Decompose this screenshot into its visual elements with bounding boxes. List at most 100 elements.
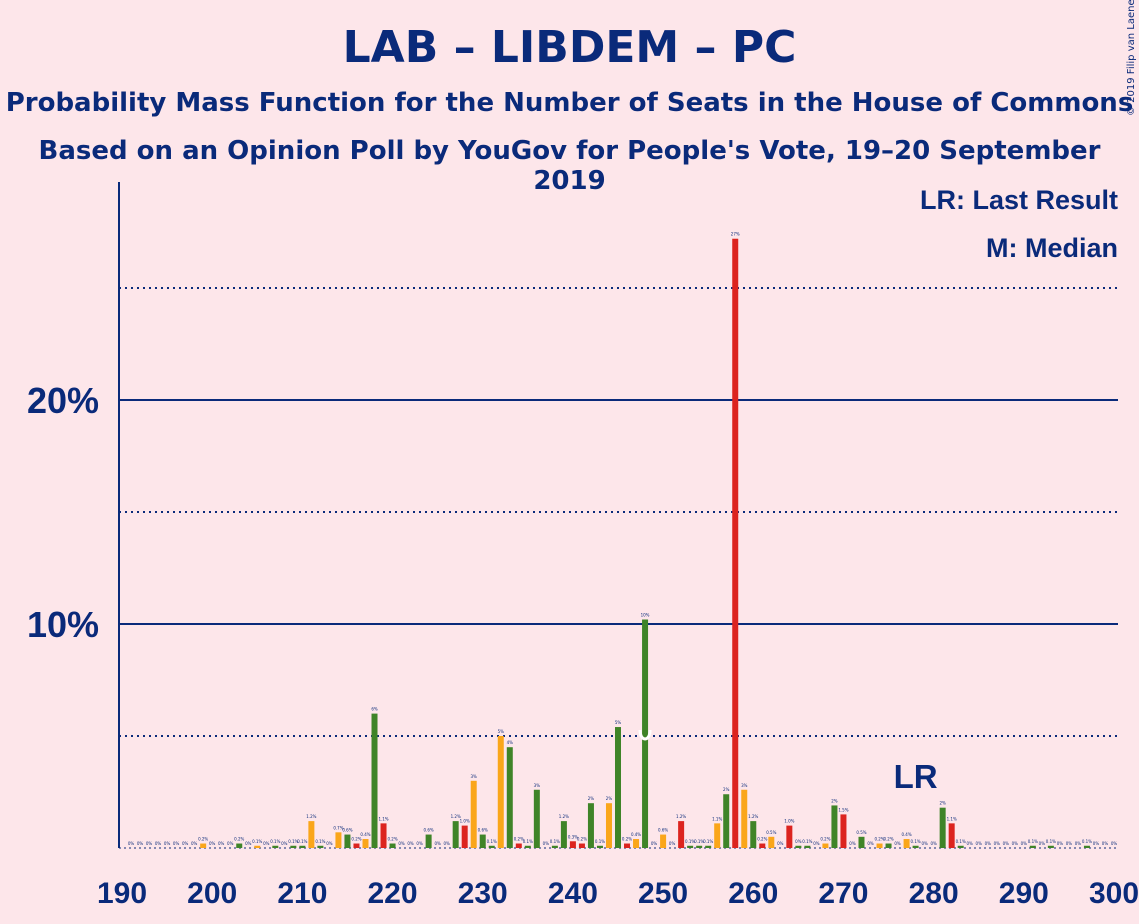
bar-label-seat-225: 0% (434, 841, 441, 846)
bar-label-seat-217: 0.4% (360, 832, 370, 837)
bar-label-seat-294: 0% (1057, 841, 1064, 846)
bar-seat-243 (596, 845, 603, 848)
bar-value-labels: 0% 0% 0% 0% 0% 0% 0% 0%0.2%0% 0% 0%0.2%0% 0.1% 0% 0.… (128, 232, 1118, 846)
bar-label-seat-292: 0% (1039, 841, 1046, 846)
bar-label-seat-246: 0.2% (622, 837, 632, 842)
bar-label-seat-254: 0.1% (694, 839, 704, 844)
bar-seat-257 (723, 794, 730, 848)
bar-seat-235 (524, 845, 531, 848)
bar-label-seat-263: 0% (777, 841, 784, 846)
bar-seat-264 (786, 825, 793, 848)
bar-label-seat-211: 1.2% (306, 814, 316, 819)
bar-seat-218 (371, 713, 378, 848)
bar-label-seat-202: 0% (227, 841, 234, 846)
legend-median: M: Median (986, 233, 1118, 263)
bar-label-seat-235: 0.1% (523, 839, 533, 844)
bar-seat-236 (533, 789, 540, 848)
bar-label-seat-194: 0% (155, 841, 162, 846)
bar-label-seat-272: 0.5% (856, 830, 866, 835)
bar-seat-281 (939, 807, 946, 848)
bar-seat-224 (425, 834, 432, 848)
x-tick-280: 280 (909, 877, 959, 910)
bar-label-seat-195: 0% (164, 841, 171, 846)
bar-label-seat-204: 0% (245, 841, 252, 846)
bar-seat-275 (885, 843, 892, 848)
bar-seat-250 (660, 834, 667, 848)
chart-subtitle: Probability Mass Function for the Number… (5, 88, 1134, 118)
bar-label-seat-214: 0.7% (333, 825, 343, 830)
y-axis-tick-labels: 10% 20% (27, 380, 99, 645)
bar-label-seat-273: 0% (867, 841, 874, 846)
bar-label-seat-219: 1.1% (378, 816, 388, 821)
bar-seat-214 (335, 832, 342, 848)
bar-label-seat-223: 0% (416, 841, 423, 846)
bar-seat-254 (696, 845, 703, 848)
bar-seat-227 (452, 821, 459, 848)
median-marker (638, 729, 652, 741)
bar-label-seat-234: 0.2% (514, 837, 524, 842)
bar-seat-207 (272, 845, 279, 848)
bar-label-seat-245: 5% (615, 720, 622, 725)
bar-label-seat-208: 0% (281, 841, 288, 846)
bar-seat-283 (957, 845, 964, 848)
bar-label-seat-229: 3% (471, 774, 478, 779)
bar-label-seat-268: 0.2% (820, 837, 830, 842)
x-tick-190: 190 (97, 877, 147, 910)
bar-label-seat-238: 0.1% (550, 839, 560, 844)
bar-label-seat-281: 2% (939, 801, 946, 806)
bar-seat-261 (759, 843, 766, 848)
bar-label-seat-218: 6% (371, 707, 378, 712)
y-tick-20: 20% (27, 380, 99, 421)
bar-label-seat-216: 0.2% (351, 837, 361, 842)
bar-seat-209 (290, 845, 297, 848)
bar-label-seat-191: 0% (128, 841, 135, 846)
bar-label-seat-285: 0% (976, 841, 983, 846)
bar-label-seat-224: 0.6% (424, 828, 434, 833)
bar-label-seat-228: 1.0% (460, 819, 470, 824)
bar-seat-262 (768, 836, 775, 848)
bar-label-seat-207: 0.1% (270, 839, 280, 844)
bar-label-seat-295: 0% (1066, 841, 1073, 846)
bar-seat-240 (569, 841, 576, 848)
bar-seat-239 (560, 821, 567, 848)
bar-seat-274 (876, 843, 883, 848)
bar-label-seat-258: 27% (731, 232, 740, 237)
bar-series (200, 238, 1090, 849)
bar-seat-220 (389, 843, 396, 848)
bar-label-seat-200: 0% (209, 841, 216, 846)
bar-label-seat-210: 0.1% (297, 839, 307, 844)
legend-last-result: LR: Last Result (920, 185, 1118, 215)
bar-seat-247 (633, 839, 640, 848)
bar-seat-245 (615, 727, 621, 848)
bar-label-seat-260: 1.2% (748, 814, 758, 819)
bar-label-seat-196: 0% (173, 841, 180, 846)
bar-label-seat-252: 1.2% (676, 814, 686, 819)
bar-label-seat-284: 0% (967, 841, 974, 846)
bar-label-seat-262: 0.5% (766, 830, 776, 835)
bar-seat-265 (795, 845, 802, 848)
bar-label-seat-277: 0.4% (901, 832, 911, 837)
bar-label-seat-231: 0.1% (487, 839, 497, 844)
bar-seat-199 (200, 843, 207, 848)
bar-label-seat-267: 0% (813, 841, 820, 846)
bar-seat-232 (497, 736, 504, 848)
bar-label-seat-193: 0% (146, 841, 153, 846)
bar-label-seat-222: 0% (407, 841, 414, 846)
bar-seat-270 (840, 814, 847, 848)
bar-label-seat-298: 0% (1093, 841, 1100, 846)
bar-seat-205 (254, 845, 261, 848)
bar-seat-256 (714, 823, 721, 848)
bar-label-seat-221: 0% (398, 841, 405, 846)
bar-seat-277 (903, 839, 910, 848)
x-tick-260: 260 (728, 877, 778, 910)
bar-label-seat-280: 0% (930, 841, 937, 846)
bar-seat-241 (578, 843, 585, 848)
bar-seat-255 (705, 845, 712, 848)
bar-seat-229 (470, 780, 477, 848)
bar-label-seat-247: 0.4% (631, 832, 641, 837)
bar-label-seat-289: 0% (1012, 841, 1019, 846)
bar-label-seat-213: 0% (326, 841, 333, 846)
bar-seat-253 (687, 845, 694, 848)
bar-label-seat-209: 0.1% (288, 839, 298, 844)
